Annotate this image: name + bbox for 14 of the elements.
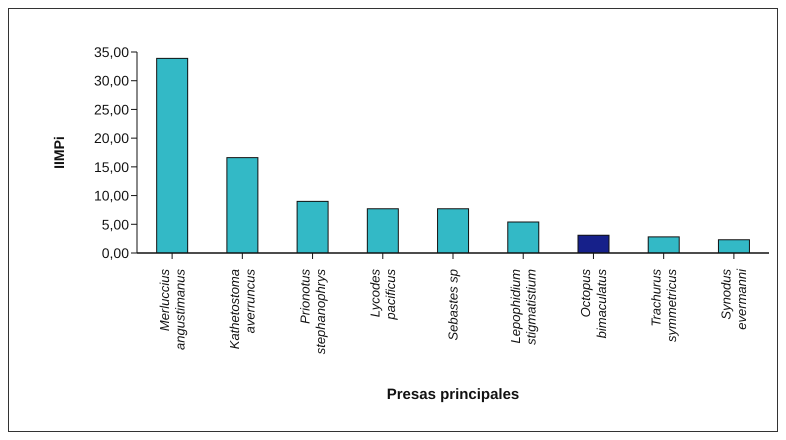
x-tick-label: Sebastes sp xyxy=(446,269,461,341)
y-tick-label: 5,00 xyxy=(102,216,130,232)
y-axis-title: IIMPi xyxy=(50,136,67,169)
y-tick-label: 35,00 xyxy=(94,44,130,60)
y-tick-label: 15,00 xyxy=(94,158,130,175)
y-tick-label: 30,00 xyxy=(94,72,130,89)
y-tick-label: 0,00 xyxy=(102,244,130,261)
y-tick-label: 10,00 xyxy=(94,188,130,204)
x-axis-title: Presas principales xyxy=(386,386,520,403)
y-tick-label: 20,00 xyxy=(94,130,130,146)
y-tick-label: 25,00 xyxy=(94,101,130,118)
x-tick-label: Merluccius angustimanus xyxy=(156,268,188,350)
x-tick-label: Lepophidium stigmatistium xyxy=(508,268,539,345)
x-tick-label: Lycodes pacificus xyxy=(368,268,398,321)
